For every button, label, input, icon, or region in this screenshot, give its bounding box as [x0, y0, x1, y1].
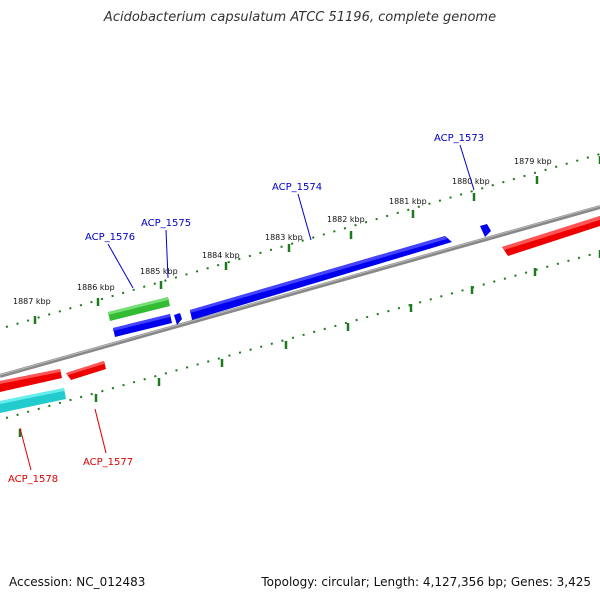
gene-leader-line: [107, 243, 134, 289]
tick-label: 1884 kbp: [202, 251, 240, 260]
gene-leader-line: [94, 408, 107, 454]
gene-leader-line: [165, 229, 169, 279]
inner-major-ticks: [18, 250, 600, 437]
gene-label[interactable]: ACP_1574: [272, 182, 322, 193]
feature-cyan[interactable]: [0, 388, 66, 413]
feature-acp-1576[interactable]: [108, 297, 170, 321]
gene-label[interactable]: ACP_1578: [8, 474, 58, 485]
outer-dotted-ring: [5, 153, 600, 328]
gene-label[interactable]: ACP_1576: [85, 232, 135, 243]
feature-acp-1575[interactable]: [113, 314, 172, 337]
feature-acp-1578[interactable]: [0, 369, 62, 392]
feature-acp-1577[interactable]: [66, 361, 106, 380]
tick-label: 1886 kbp: [77, 283, 115, 292]
gene-leader-line: [19, 427, 32, 471]
genome-backbone: [0, 205, 600, 378]
feature-small-forward-1[interactable]: [174, 313, 182, 325]
gene-labels: ACP_1573 ACP_1574 ACP_1575 ACP_1576 ACP_1577…: [8, 133, 484, 485]
feature-red-right[interactable]: [502, 216, 600, 256]
genome-title: Acidobacterium capsulatum ATCC 51196, co…: [103, 10, 497, 25]
feature-acp-1574[interactable]: [190, 236, 452, 320]
accession-text: Accession: NC_012483: [9, 575, 146, 589]
feature-acp-1573[interactable]: [480, 224, 491, 237]
inner-dotted-ring: [5, 251, 600, 419]
outer-major-ticks: [33, 156, 600, 324]
tick-label: 1887 kbp: [13, 297, 51, 306]
gene-leader-line: [297, 193, 312, 241]
gene-label[interactable]: ACP_1577: [83, 457, 133, 468]
tick-label: 1881 kbp: [389, 197, 427, 206]
tick-label: 1885 kbp: [140, 267, 178, 276]
genome-backbone-highlight: [0, 205, 600, 376]
gene-label[interactable]: ACP_1573: [434, 133, 484, 144]
gene-label[interactable]: ACP_1575: [141, 218, 191, 229]
tick-label: 1883 kbp: [265, 233, 303, 242]
tick-label: 1882 kbp: [327, 215, 365, 224]
tick-label: 1879 kbp: [514, 157, 552, 166]
gene-leader-line: [459, 144, 475, 191]
genome-summary-text: Topology: circular; Length: 4,127,356 bp…: [261, 575, 591, 589]
